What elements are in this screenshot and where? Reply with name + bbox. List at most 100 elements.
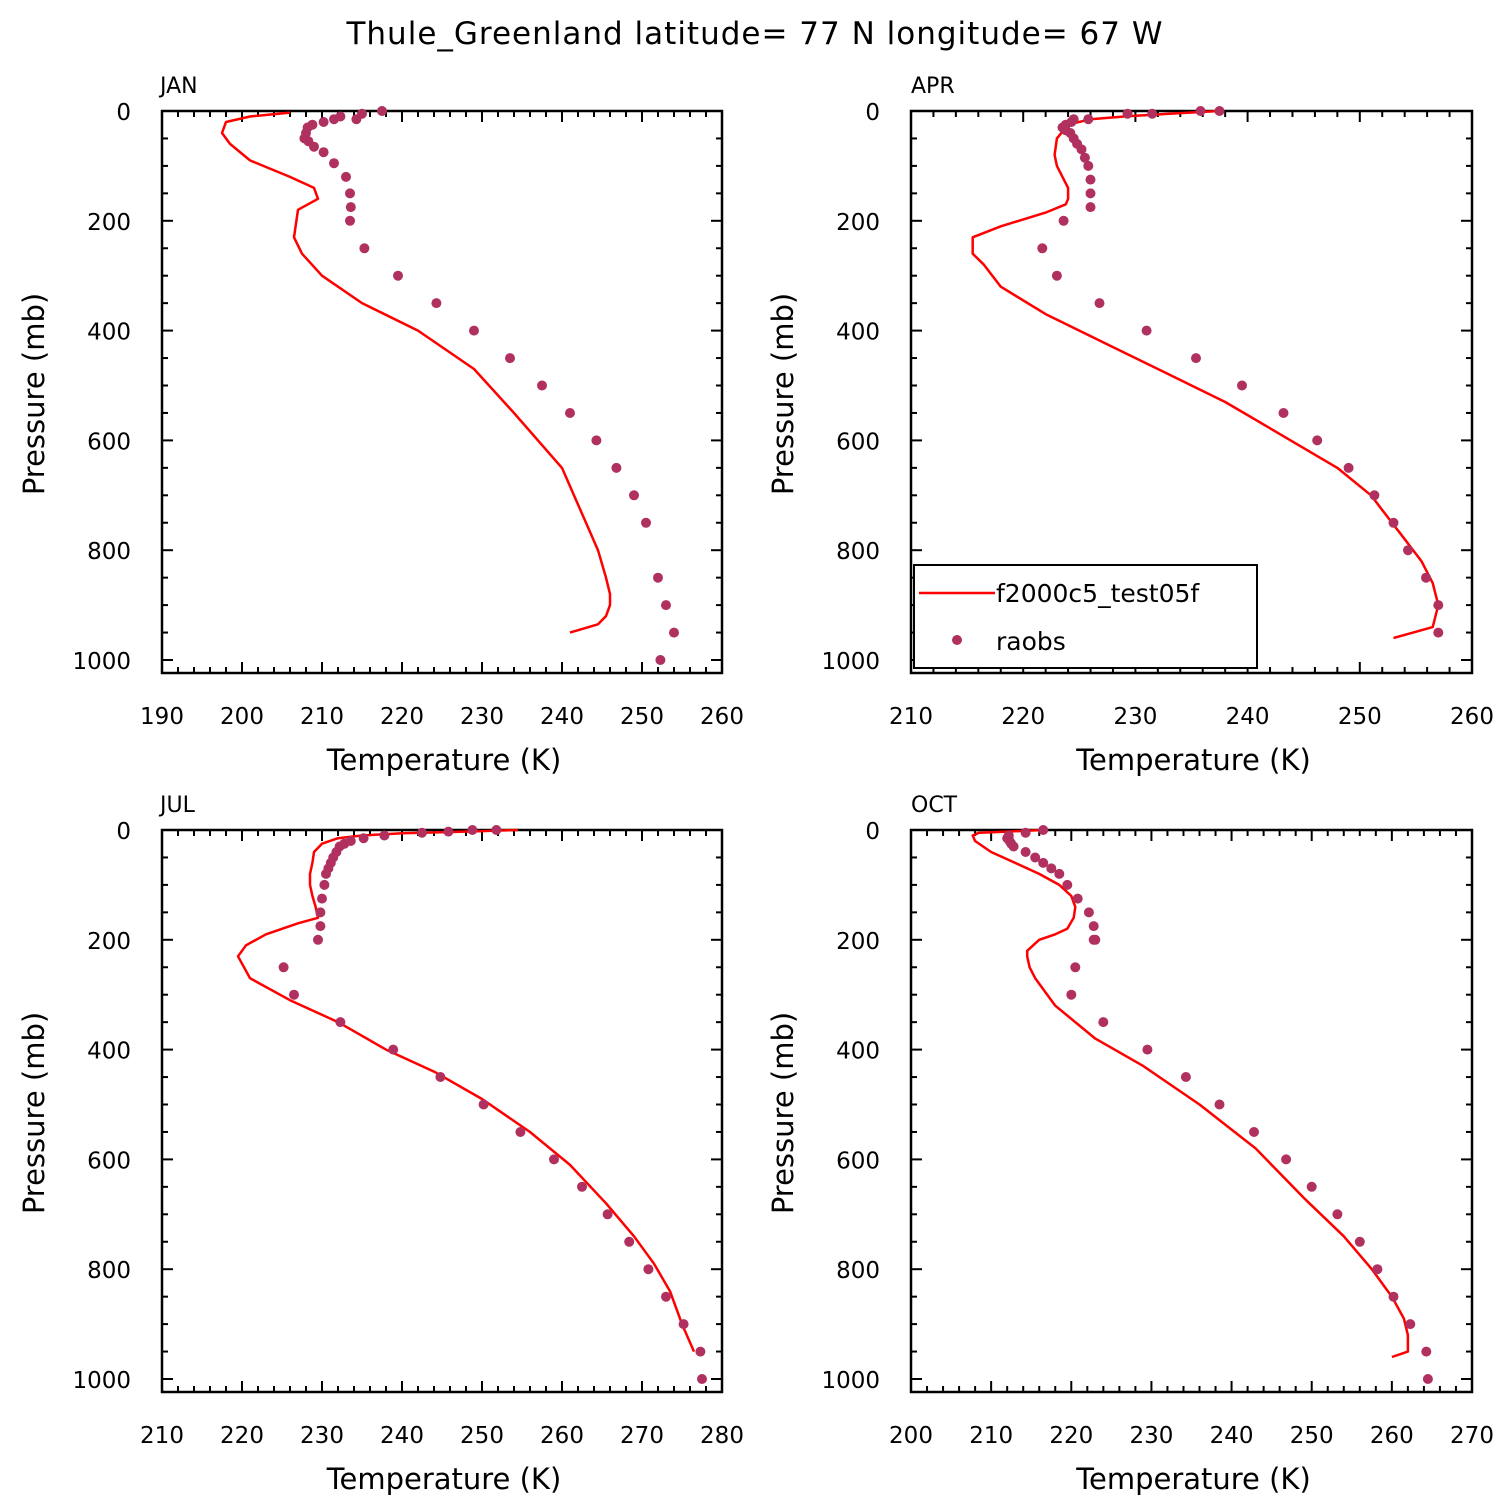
raobs-point-jan [641, 517, 651, 528]
x-tick-label-jul: 250 [460, 1423, 504, 1449]
x-tick-label-jul: 260 [540, 1423, 584, 1449]
y-tick-label-apr: 1000 [821, 649, 880, 675]
y-tick-label-jul: 0 [116, 819, 131, 845]
raobs-point-apr [1085, 174, 1096, 185]
x-tick-label-apr: 210 [889, 704, 933, 730]
raobs-point-oct [1332, 1209, 1343, 1220]
raobs-point-jan [345, 188, 355, 199]
raobs-point-apr [1312, 435, 1323, 446]
raobs-point-jul [602, 1209, 613, 1220]
raobs-point-jul [443, 826, 454, 837]
y-tick-label-apr: 0 [865, 100, 880, 126]
raobs-point-apr [1083, 160, 1094, 171]
plot-frame-jan [160, 109, 724, 675]
panel-label-oct: OCT [911, 793, 958, 818]
raobs-point-jan [669, 627, 679, 638]
raobs-point-jul [313, 934, 323, 945]
x-tick-label-jan: 240 [540, 704, 584, 730]
x-tick-label-jul: 270 [620, 1423, 664, 1449]
panel-jan: JAN 190 200 210 220 230 240 250 260 0 200 400 600 80… [17, 74, 744, 777]
raobs-point-apr [1094, 298, 1105, 309]
raobs-point-apr [1051, 270, 1062, 281]
x-tick-label-jan: 190 [140, 704, 184, 730]
y-tick-label-apr: 600 [836, 429, 880, 455]
raobs-point-apr [1369, 490, 1380, 501]
raobs-point-apr [1278, 408, 1289, 418]
raobs-point-apr [1403, 545, 1413, 556]
raobs-point-jan [505, 353, 515, 364]
legend-marker-swatch [952, 635, 962, 645]
raobs-point-jan [351, 114, 362, 125]
x-tick-label-oct: 270 [1450, 1423, 1494, 1449]
model-profile-line-apr [971, 109, 1440, 640]
y-tick-label-oct: 200 [836, 929, 880, 955]
raobs-point-oct [1046, 863, 1057, 874]
raobs-point-oct [1088, 934, 1099, 945]
raobs-point-jan [345, 215, 355, 226]
raobs-point-oct [1083, 907, 1094, 918]
figure-title: Thule_Greenland latitude= 77 N longitude… [345, 16, 1163, 52]
raobs-point-apr [1214, 106, 1225, 116]
x-tick-label-oct: 210 [969, 1423, 1013, 1449]
y-tick-label-jul: 200 [87, 929, 131, 955]
y-tick-label-jan: 400 [87, 320, 131, 346]
raobs-point-jan [629, 490, 639, 501]
raobs-point-apr [1122, 108, 1133, 119]
x-axis-title-apr: Temperature (K) [1075, 743, 1311, 777]
y-tick-label-apr: 800 [836, 539, 880, 565]
raobs-point-jan [537, 380, 547, 391]
y-tick-label-oct: 400 [836, 1039, 880, 1065]
raobs-point-jul [467, 825, 478, 835]
x-tick-label-jul: 210 [140, 1423, 184, 1449]
y-tick-label-jan: 200 [87, 210, 131, 236]
raobs-point-jul [549, 1154, 559, 1165]
raobs-point-apr [1085, 202, 1096, 213]
raobs-point-jul [643, 1264, 654, 1275]
raobs-point-oct [1306, 1181, 1317, 1192]
x-tick-label-apr: 220 [1001, 704, 1045, 730]
x-tick-label-jan: 210 [300, 704, 344, 730]
x-axis-title-jul: Temperature (K) [326, 1462, 562, 1496]
panel-apr: APR 210 220 230 240 250 260 0 200 400 600 800 1000 T… [766, 74, 1494, 777]
raobs-point-apr [1433, 627, 1444, 638]
y-tick-label-jan: 600 [87, 429, 131, 455]
raobs-point-apr [1433, 600, 1444, 611]
panel-label-jul: JUL [158, 793, 196, 818]
raobs-point-oct [1054, 868, 1065, 879]
x-tick-label-jan: 260 [700, 704, 744, 730]
panel-jul: JUL 210 220 230 240 250 260 270 280 0 200 400 600 80… [17, 793, 744, 1496]
x-tick-label-apr: 230 [1113, 704, 1157, 730]
raobs-point-oct [1072, 893, 1083, 904]
raobs-point-apr [1191, 353, 1201, 364]
raobs-point-jul [478, 1099, 489, 1110]
raobs-point-jul [317, 893, 327, 904]
raobs-point-jul [278, 962, 289, 973]
raobs-point-oct [1214, 1099, 1225, 1110]
raobs-point-apr [1037, 243, 1048, 254]
raobs-point-oct [1070, 962, 1081, 973]
raobs-point-jul [417, 827, 427, 838]
y-axis-title-oct: Pressure (mb) [766, 1012, 800, 1214]
raobs-point-jul [289, 989, 299, 1000]
panel-label-jan: JAN [158, 74, 198, 99]
raobs-point-jan [341, 171, 351, 182]
raobs-point-jan [469, 325, 479, 336]
raobs-point-oct [1388, 1291, 1399, 1302]
raobs-point-jul [388, 1044, 399, 1055]
raobs-point-jan [359, 243, 370, 254]
legend-obs-label: raobs [996, 627, 1066, 656]
raobs-point-jan [318, 147, 329, 158]
raobs-point-oct [1062, 879, 1073, 890]
x-tick-label-oct: 250 [1290, 1423, 1334, 1449]
raobs-point-oct [1008, 841, 1019, 852]
raobs-point-jul [491, 825, 502, 835]
raobs-point-jul [624, 1236, 635, 1247]
raobs-point-apr [1343, 462, 1354, 473]
raobs-point-jan [591, 435, 602, 446]
x-axis-title-oct: Temperature (K) [1075, 1462, 1311, 1496]
y-tick-label-apr: 200 [836, 210, 880, 236]
x-tick-label-jul: 240 [380, 1423, 424, 1449]
raobs-point-apr [1079, 152, 1090, 163]
y-tick-label-jan: 0 [116, 100, 131, 126]
